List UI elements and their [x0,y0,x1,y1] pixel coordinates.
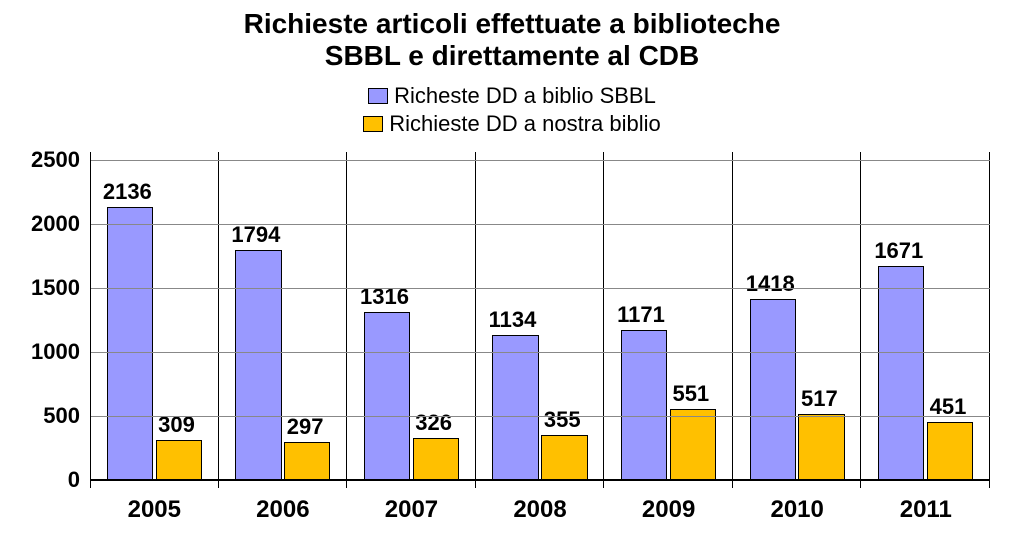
bar-series-1 [541,435,587,480]
x-axis-label: 2009 [604,496,733,524]
legend-swatch-0 [368,88,388,104]
bar-value-series-1: 551 [672,381,709,407]
y-tick-label: 500 [43,403,90,429]
bar-value-series-0: 2136 [103,179,152,205]
y-tick-label: 1000 [31,339,90,365]
gridline [90,224,990,225]
group-separator [989,152,990,488]
bar-value-series-1: 326 [415,410,452,436]
bar-value-series-1: 517 [801,386,838,412]
bar-series-0 [364,312,410,480]
plot-area: 2136309 1794 297 1316326 1134 355 1171 551 1418 5… [90,160,990,480]
legend-swatch-1 [363,116,383,132]
y-tick-label: 2000 [31,211,90,237]
y-tick-label: 0 [68,467,90,493]
bar-series-0 [492,335,538,480]
bar-series-1 [670,409,716,480]
x-axis [90,479,990,481]
x-axis-label: 2007 [347,496,476,524]
chart-legend: Richeste DD a biblio SBBL Richieste DD a… [0,82,1024,139]
bar-group: 1171 551 [604,160,733,480]
bar-series-0 [107,207,153,480]
bar-series-0 [878,266,924,480]
y-tick-label: 1500 [31,275,90,301]
gridline [90,160,990,161]
bar-group: 1794 297 [219,160,348,480]
bar-value-series-0: 1418 [746,271,795,297]
bar-series-1 [927,422,973,480]
bar-series-0 [235,250,281,480]
x-axis-label: 2008 [476,496,605,524]
y-tick-label: 2500 [31,147,90,173]
gridline [90,288,990,289]
bar-group: 2136309 [90,160,219,480]
x-axis-label: 2006 [219,496,348,524]
chart-title-line1: Richieste articoli effettuate a bibliote… [0,8,1024,40]
bar-series-1 [284,442,330,480]
legend-item-0: Richeste DD a biblio SBBL [368,82,656,110]
x-axis-label: 2010 [733,496,862,524]
gridline [90,416,990,417]
bar-value-series-0: 1794 [231,222,280,248]
legend-label-1: Richieste DD a nostra biblio [389,110,660,138]
y-axis [90,152,91,488]
x-axis-label: 2005 [90,496,219,524]
bar-groups: 2136309 1794 297 1316326 1134 355 1171 551 1418 5… [90,160,990,480]
chart-container: Richieste articoli effettuate a bibliote… [0,0,1024,534]
bar-value-series-1: 297 [287,414,324,440]
bar-value-series-0: 1134 [489,307,537,333]
bar-series-1 [156,440,202,480]
bar-group: 1134 355 [476,160,605,480]
bar-value-series-0: 1671 [874,238,923,264]
bar-group: 1316326 [347,160,476,480]
x-axis-label: 2011 [861,496,990,524]
bar-group: 1671451 [861,160,990,480]
legend-label-0: Richeste DD a biblio SBBL [394,82,656,110]
legend-item-1: Richieste DD a nostra biblio [363,110,660,138]
bar-value-series-0: 1171 [617,302,665,328]
bar-series-1 [413,438,459,480]
bar-group: 1418 517 [733,160,862,480]
bar-value-series-1: 355 [544,407,581,433]
x-axis-labels: 2005200620072008200920102011 [90,496,990,524]
chart-title: Richieste articoli effettuate a bibliote… [0,8,1024,72]
bar-series-0 [750,299,796,481]
gridline [90,352,990,353]
chart-title-line2: SBBL e direttamente al CDB [0,40,1024,72]
bar-series-1 [798,414,844,480]
